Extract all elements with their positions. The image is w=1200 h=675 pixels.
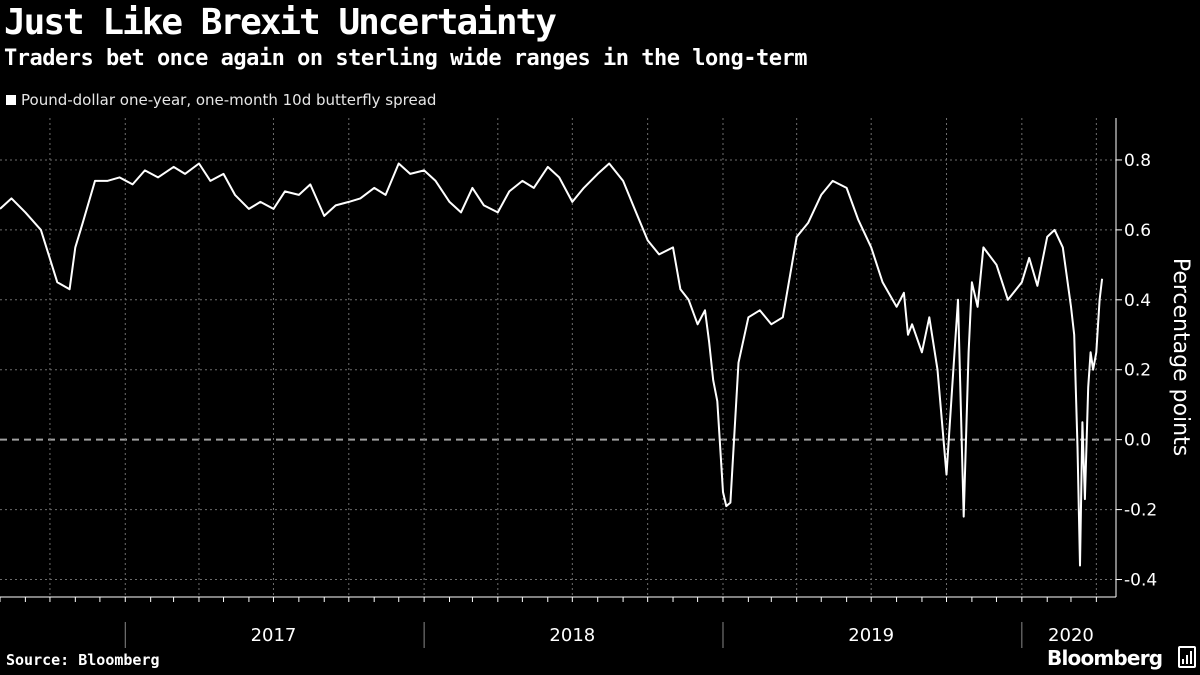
x-tick-label: 2019 [848, 625, 894, 646]
y-tick-label: 0.8 [1124, 151, 1151, 171]
source-note: Source: Bloomberg [6, 651, 160, 669]
chart-title: Just Like Brexit Uncertainty [4, 2, 557, 43]
y-tick-label: -0.4 [1124, 571, 1157, 591]
legend-swatch [6, 95, 16, 105]
legend: Pound-dollar one-year, one-month 10d but… [6, 91, 436, 109]
bloomberg-terminal-icon [1178, 646, 1196, 668]
y-tick-label: -0.2 [1124, 501, 1157, 521]
y-tick-label: 0.2 [1124, 361, 1151, 381]
y-tick-label: 0.6 [1124, 221, 1151, 241]
legend-label: Pound-dollar one-year, one-month 10d but… [21, 91, 437, 109]
series-line [0, 162, 1104, 567]
axes: -0.4 -0.2 0.0 0.2 0.4 0.6 0.8 2017 2018 2019 2020 [0, 118, 1157, 648]
x-tick-label: 2020 [1048, 625, 1094, 646]
series-layer [0, 162, 1104, 567]
x-tick-label: 2018 [549, 625, 595, 646]
chart-subtitle: Traders bet once again on sterling wide … [4, 46, 807, 71]
x-tick-label: 2017 [251, 625, 297, 646]
y-tick-label: 0.4 [1124, 291, 1151, 311]
gridlines [0, 118, 1116, 597]
y-axis-title: Percentage points [1168, 258, 1193, 456]
bloomberg-logo: Bloomberg [1047, 646, 1163, 670]
y-tick-label: 0.0 [1124, 431, 1151, 451]
